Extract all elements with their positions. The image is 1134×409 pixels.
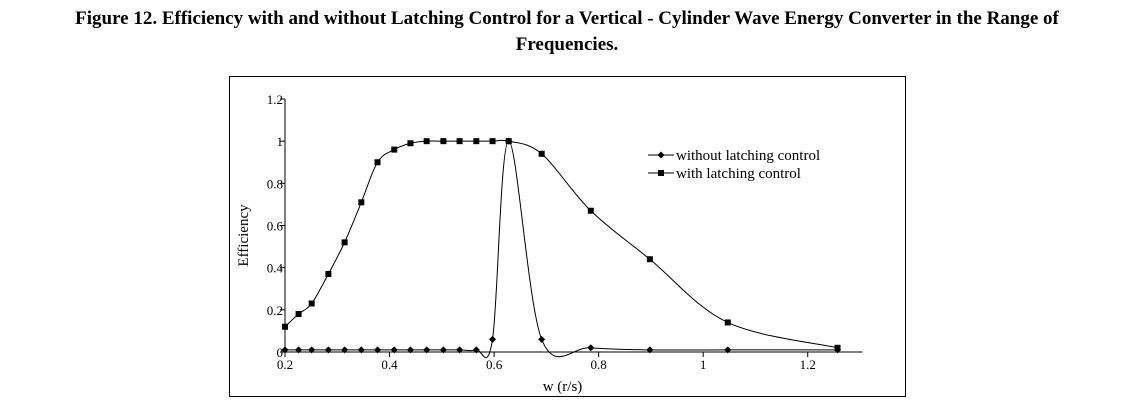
legend-label: with latching control (676, 166, 801, 182)
data-point (423, 346, 431, 354)
data-point (308, 300, 315, 307)
data-point (407, 140, 414, 147)
legend-label: without latching control (676, 148, 820, 164)
data-point (538, 150, 545, 157)
data-point (325, 270, 332, 277)
data-point (834, 344, 841, 351)
data-point (295, 311, 302, 318)
data-point (440, 138, 447, 145)
data-point (587, 344, 595, 352)
data-point (587, 207, 594, 214)
legend-marker (657, 151, 665, 159)
y-tick-label: 0.4 (267, 261, 284, 276)
y-tick-label: 0.6 (267, 219, 284, 234)
data-point (341, 346, 349, 354)
data-point (646, 256, 653, 263)
x-tick-label: 1.2 (800, 357, 816, 372)
chart-frame (229, 76, 906, 397)
data-point (473, 138, 480, 145)
data-point (295, 346, 303, 354)
y-tick-label: 0 (277, 345, 284, 360)
x-tick-label: 0.6 (486, 357, 503, 372)
legend-marker (658, 170, 664, 176)
data-point (390, 346, 398, 354)
data-point (724, 346, 732, 354)
y-tick-label: 0.8 (267, 176, 283, 191)
data-point (341, 239, 348, 246)
chart-series (281, 137, 842, 358)
data-point (439, 346, 447, 354)
y-axis-label: Efficiency (236, 204, 252, 267)
data-point (281, 346, 289, 354)
data-point (646, 346, 654, 354)
data-point (406, 346, 414, 354)
data-point (472, 346, 480, 354)
x-tick-label: 0.2 (277, 357, 293, 372)
data-point (423, 138, 430, 145)
series-without-latching (281, 137, 842, 358)
chart-axes: 00.20.40.60.811.20.2 0.4 0.6 0.8 1 1.2w (r/s)… (236, 92, 863, 395)
legend-entry: with latching control (648, 166, 801, 182)
caption-line-2: Frequencies. (515, 34, 619, 55)
data-point (724, 319, 731, 326)
data-point (505, 138, 512, 145)
y-tick-label: 0.2 (267, 303, 283, 318)
legend-entry: without latching control (648, 148, 820, 164)
series-with-latching (282, 138, 841, 351)
x-axis-label: w (r/s) (543, 379, 583, 395)
data-point (308, 346, 316, 354)
data-point (489, 335, 497, 343)
data-point (489, 138, 496, 145)
data-point (324, 346, 332, 354)
x-tick-label: 0.8 (591, 357, 607, 372)
figure-caption: Figure 12. Efficiency with and without L… (0, 6, 1134, 58)
y-tick-label: 1.2 (267, 92, 283, 107)
data-point (456, 346, 464, 354)
data-point (358, 199, 365, 206)
y-tick-label: 1 (277, 134, 284, 149)
data-point (391, 146, 398, 153)
data-point (456, 138, 463, 145)
x-tick-label: 1 (700, 357, 707, 372)
x-tick-label: 0.4 (381, 357, 398, 372)
caption-line-1: Figure 12. Efficiency with and without L… (75, 8, 1059, 29)
data-point (538, 335, 546, 343)
chart-legend: without latching control with latching co… (648, 148, 820, 182)
data-point (374, 159, 381, 166)
data-point (357, 346, 365, 354)
data-point (374, 346, 382, 354)
data-point (282, 323, 288, 330)
